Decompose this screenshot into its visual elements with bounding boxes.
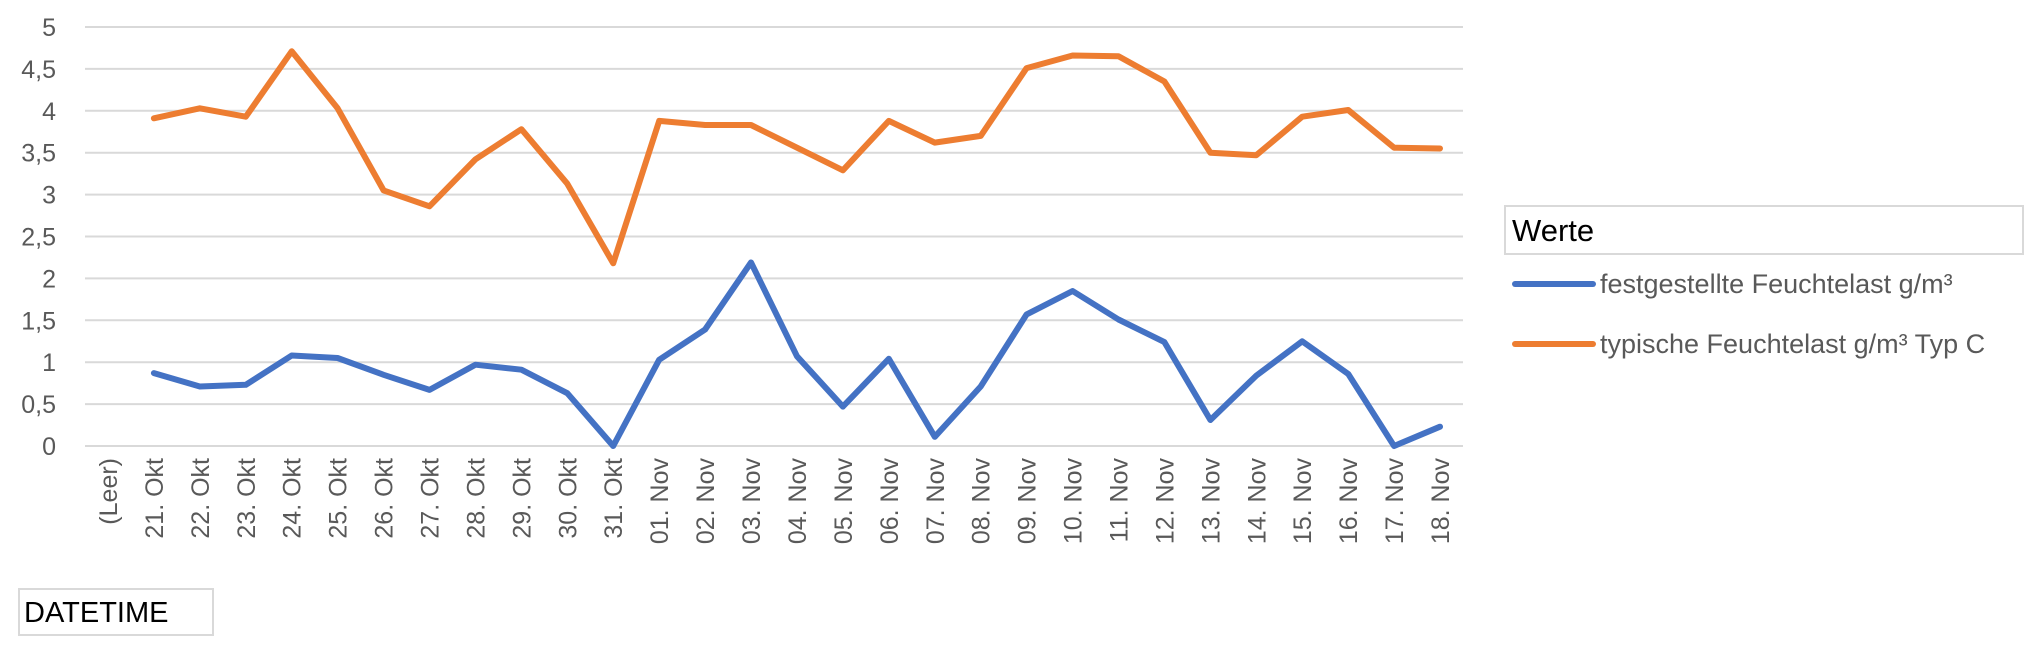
gridlines (85, 26, 1463, 447)
x-tick-label: 16. Nov (1335, 458, 1363, 545)
x-tick-label: 11. Nov (1106, 458, 1134, 543)
series-line (150, 259, 1443, 449)
x-tick-label: 18. Nov (1427, 458, 1455, 545)
x-tick-label: 07. Nov (922, 458, 950, 545)
x-tick-label: 25. Okt (325, 458, 353, 539)
x-tick-label: 24. Okt (279, 458, 307, 539)
legend-label-typische: typische Feuchtelast g/m³ Typ C (1600, 328, 1986, 359)
legend-title[interactable]: Werte (1504, 205, 2024, 255)
x-tick-label: 22. Okt (187, 458, 215, 539)
y-tick-label: 2,5 (21, 224, 56, 252)
legend-item-typische[interactable]: typische Feuchtelast g/m³ Typ C (1512, 326, 1985, 362)
series-line (150, 48, 1443, 267)
x-tick-label: 01. Nov (646, 458, 674, 545)
x-tick-label: 04. Nov (784, 458, 812, 545)
x-tick-label: 29. Okt (508, 458, 536, 539)
x-tick-label: 14. Nov (1243, 458, 1271, 545)
x-tick-label: 31. Okt (600, 458, 628, 539)
y-axis-ticks: 0 0,5 1 1,5 2 2,5 3 3,5 4 4,5 5 (21, 14, 56, 461)
x-tick-label: 09. Nov (1014, 458, 1042, 545)
x-tick-label: 13. Nov (1197, 458, 1225, 545)
x-tick-label: 12. Nov (1151, 458, 1179, 545)
x-tick-label: (Leer) (95, 458, 123, 525)
x-tick-label: 27. Okt (417, 458, 445, 539)
series-lines (150, 48, 1443, 449)
x-tick-label: 05. Nov (830, 458, 858, 545)
x-tick-label: 17. Nov (1381, 458, 1409, 545)
x-tick-label: 21. Okt (141, 458, 169, 539)
y-tick-label: 0,5 (21, 391, 56, 419)
y-tick-label: 0 (42, 433, 56, 461)
x-tick-label: 02. Nov (692, 458, 720, 545)
x-tick-label: 08. Nov (968, 458, 996, 545)
x-tick-label: 26. Okt (371, 458, 399, 539)
x-tick-label: 10. Nov (1060, 458, 1088, 545)
y-tick-label: 3 (42, 182, 56, 210)
y-tick-label: 4 (42, 98, 56, 126)
legend-label-festgestellte: festgestellte Feuchtelast g/m³ (1600, 268, 1953, 299)
x-tick-label: 28. Okt (462, 458, 490, 539)
y-tick-label: 5 (42, 14, 56, 42)
legend-swatch-orange (1512, 341, 1596, 347)
x-tick-label: 30. Okt (554, 458, 582, 539)
x-tick-label: 23. Okt (233, 458, 261, 539)
y-tick-label: 3,5 (21, 140, 56, 168)
y-tick-label: 2 (42, 265, 56, 293)
y-tick-label: 1,5 (21, 307, 56, 335)
x-tick-label: 15. Nov (1289, 458, 1317, 545)
legend-swatch-blue (1512, 281, 1596, 287)
x-tick-label: 03. Nov (738, 458, 766, 545)
y-tick-label: 4,5 (21, 56, 56, 84)
y-tick-label: 1 (42, 349, 56, 377)
datetime-field-button[interactable]: DATETIME (18, 588, 214, 636)
legend-item-festgestellte[interactable]: festgestellte Feuchtelast g/m³ (1512, 266, 1953, 302)
x-tick-label: 06. Nov (876, 458, 904, 545)
x-axis-ticks: (Leer) 21. Okt 22. Okt 23. Okt 24. Okt 25. Ok… (95, 458, 1455, 545)
